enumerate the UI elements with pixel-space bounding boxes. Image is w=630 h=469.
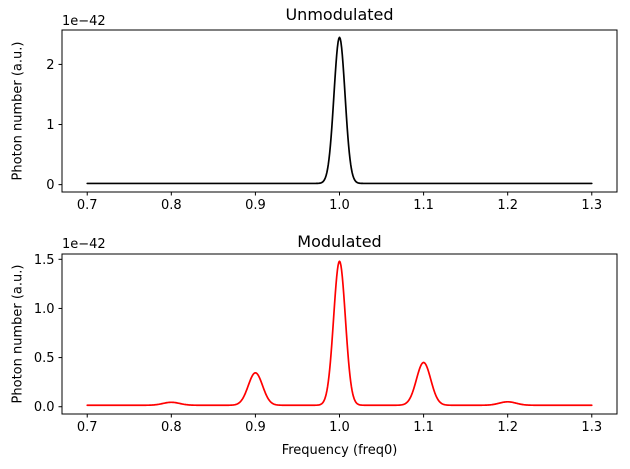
offset-text-top: 1e−42 xyxy=(62,14,106,29)
y-tick-label: 0.0 xyxy=(34,400,55,415)
x-tick-label: 1.3 xyxy=(581,420,602,435)
y-tick-label: 0.5 xyxy=(34,351,55,366)
x-tick-label: 0.8 xyxy=(161,198,182,213)
y-tick-label: 1.0 xyxy=(34,302,55,317)
x-tick-label: 1.2 xyxy=(497,420,518,435)
x-tick-label: 0.9 xyxy=(245,420,266,435)
x-tick-label: 1.0 xyxy=(329,198,350,213)
x-tick-label: 1.1 xyxy=(413,198,434,213)
x-tick-label: 1.2 xyxy=(497,198,518,213)
unmodulated-axes-frame xyxy=(61,29,618,193)
x-tick-label: 1.0 xyxy=(329,420,350,435)
y-tick-label: 2 xyxy=(46,58,54,73)
title-unmodulated: Unmodulated xyxy=(285,5,394,24)
title-modulated: Modulated xyxy=(297,232,382,251)
y-tick-label: 0 xyxy=(46,178,54,193)
x-tick-label: 0.7 xyxy=(77,198,98,213)
y-tick-label: 1.5 xyxy=(34,253,55,268)
modulated-axes-frame xyxy=(61,253,618,415)
y-tick-label: 1 xyxy=(46,118,54,133)
x-axis-label: Frequency (freq0) xyxy=(281,443,398,458)
x-tick-label: 0.8 xyxy=(161,420,182,435)
modulated-curve xyxy=(86,260,593,407)
x-tick-label: 0.9 xyxy=(245,198,266,213)
unmodulated-curve xyxy=(86,36,593,185)
x-tick-label: 0.7 xyxy=(77,420,98,435)
x-tick-label: 1.3 xyxy=(581,198,602,213)
offset-text-bottom: 1e−42 xyxy=(62,237,106,252)
x-tick-label: 1.1 xyxy=(413,420,434,435)
